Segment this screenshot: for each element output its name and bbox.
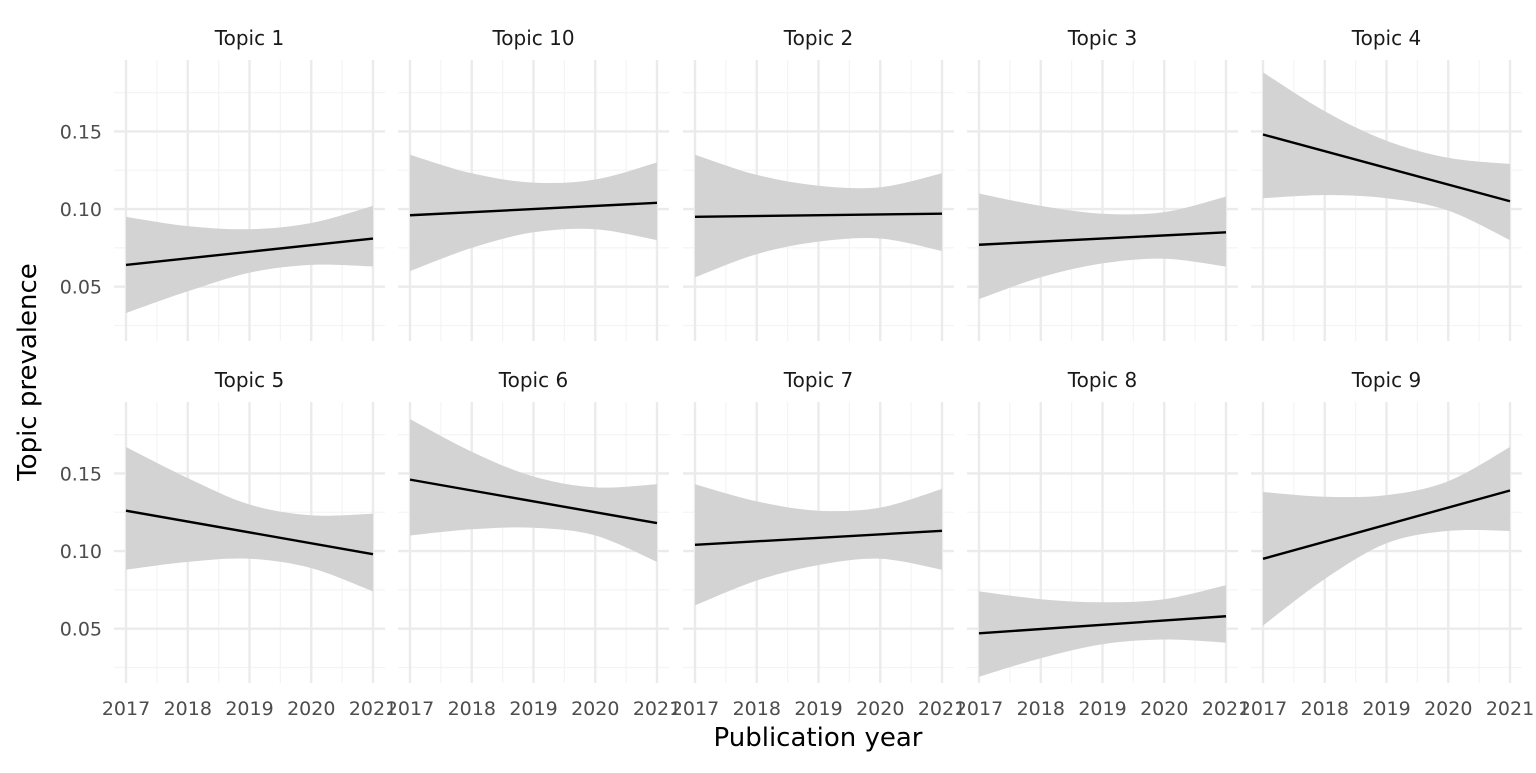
x-axis-title: Publication year: [714, 723, 923, 753]
x-tick-label: 2020: [287, 698, 335, 720]
x-tick-label: 2017: [1239, 698, 1287, 720]
facet-panel: Topic 1 0.05 0.10 0.15: [60, 26, 385, 341]
panel-title: Topic 8: [1067, 368, 1137, 392]
x-tick-label: 2018: [164, 698, 212, 720]
x-tick-label: 2017: [102, 698, 150, 720]
confidence-band: [1263, 447, 1510, 626]
x-tick-label: 2017: [386, 698, 434, 720]
x-tick-label: 2019: [794, 698, 842, 720]
confidence-band: [410, 419, 657, 562]
panel-title: Topic 2: [783, 26, 853, 50]
x-tick-label: 2020: [856, 698, 904, 720]
confidence-band: [1263, 72, 1510, 241]
x-tick-label: 2021: [1202, 698, 1250, 720]
panel-title: Topic 4: [1351, 26, 1421, 50]
x-tick-label: 2019: [1362, 698, 1410, 720]
panel-title: Topic 9: [1351, 368, 1421, 392]
x-tick-label: 2017: [671, 698, 719, 720]
facet-panel: Topic 10: [398, 26, 669, 341]
confidence-band: [410, 154, 657, 272]
panel-title: Topic 7: [783, 368, 853, 392]
trend-line: [125, 237, 374, 267]
trend-line: [694, 529, 943, 547]
y-tick-label: 0.10: [60, 199, 102, 221]
facet-panel: Topic 6 2017 2018 2019 2020 2021: [386, 368, 681, 720]
panels-layer: Topic 1 0.05 0.10 0.15 Topic 10 Topic 2 Topic …: [60, 26, 1534, 720]
facet-panel: Topic 8 2017 2018 2019 2020 2021: [955, 368, 1250, 720]
facet-panel: Topic 4: [1251, 26, 1522, 341]
facet-panel: Topic 9 2017 2018 2019 2020 2021: [1239, 368, 1534, 720]
confidence-band: [126, 447, 373, 592]
confidence-band: [695, 484, 942, 606]
panel-title: Topic 5: [214, 368, 284, 392]
y-tick-label: 0.10: [60, 541, 102, 563]
x-tick-label: 2021: [1486, 698, 1534, 720]
trend-line: [1262, 489, 1511, 560]
x-tick-label: 2018: [733, 698, 781, 720]
trend-line: [125, 509, 374, 556]
panel-title: Topic 1: [214, 26, 284, 50]
y-tick-label: 0.05: [60, 277, 102, 299]
x-tick-label: 2019: [1078, 698, 1126, 720]
facet-panel: Topic 3: [967, 26, 1238, 341]
trend-line: [978, 231, 1227, 246]
y-tick-label: 0.15: [60, 463, 102, 485]
trend-line: [1262, 133, 1511, 203]
x-tick-label: 2021: [633, 698, 681, 720]
trend-line: [694, 212, 943, 219]
x-tick-label: 2020: [1424, 698, 1472, 720]
x-tick-label: 2020: [571, 698, 619, 720]
y-axis-title: Topic prevalence: [13, 263, 43, 482]
x-tick-label: 2021: [349, 698, 397, 720]
y-tick-label: 0.05: [60, 619, 102, 641]
x-tick-label: 2020: [1140, 698, 1188, 720]
facet-panel: Topic 2: [683, 26, 954, 341]
panel-title: Topic 6: [498, 368, 568, 392]
confidence-band: [979, 585, 1226, 677]
x-tick-label: 2019: [225, 698, 273, 720]
x-tick-label: 2018: [448, 698, 496, 720]
panel-title: Topic 10: [491, 26, 574, 50]
x-tick-label: 2021: [918, 698, 966, 720]
trend-line: [409, 201, 658, 217]
trend-line: [409, 478, 658, 525]
y-tick-label: 0.15: [60, 121, 102, 143]
trend-line: [978, 615, 1227, 635]
confidence-band: [126, 205, 373, 314]
x-tick-label: 2018: [1017, 698, 1065, 720]
facet-panel: Topic 7 2017 2018 2019 2020 2021: [671, 368, 966, 720]
confidence-band: [979, 193, 1226, 300]
x-tick-label: 2018: [1301, 698, 1349, 720]
x-tick-label: 2019: [509, 698, 557, 720]
facet-panel: Topic 5 0.05 0.10 0.15 2017 2018 2019 2020 2021: [60, 368, 397, 720]
panel-title: Topic 3: [1067, 26, 1137, 50]
x-tick-label: 2017: [955, 698, 1003, 720]
